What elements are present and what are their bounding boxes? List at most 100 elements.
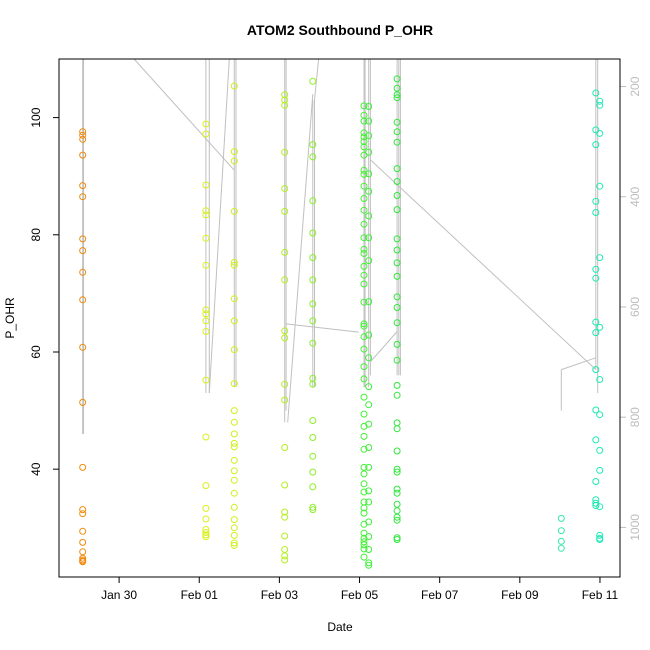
data-point (360, 393, 368, 401)
data-point (202, 261, 210, 269)
data-point (360, 375, 368, 383)
data-point (79, 131, 87, 139)
chart-title: ATOM2 Southbound P_OHR (247, 22, 433, 38)
data-point (202, 529, 210, 536)
data-point (79, 296, 87, 304)
data-point (360, 545, 368, 553)
data-point (230, 258, 238, 266)
track-line (314, 58, 320, 101)
data-point (309, 506, 317, 514)
data-point (309, 300, 317, 308)
data-point (281, 444, 289, 451)
x-tick-label: Feb 11 (582, 588, 619, 602)
data-point (360, 480, 368, 488)
data-point (592, 502, 600, 509)
track-line (133, 58, 235, 171)
data-point (592, 366, 600, 374)
x-axis: Jan 30 Feb 01 Feb 03 Feb 05 Feb 07 Feb 09 Feb … (101, 577, 619, 602)
data-point (79, 182, 87, 190)
data-point (309, 276, 317, 284)
data-point (393, 91, 401, 99)
data-point (202, 433, 210, 441)
data-point (360, 345, 368, 353)
data-point (360, 206, 368, 214)
data-point (596, 129, 604, 137)
data-point (309, 317, 317, 325)
y-tick-label: 60 (29, 345, 43, 359)
track-lines (82, 58, 599, 434)
data-point (79, 538, 87, 546)
data-point (360, 432, 368, 440)
data-point (202, 482, 210, 490)
data-point (230, 346, 238, 354)
data-point (365, 298, 373, 306)
data-point (202, 328, 210, 335)
data-point (230, 476, 238, 484)
data-point (360, 553, 368, 561)
data-point (79, 193, 87, 201)
data-point (393, 206, 401, 214)
data-point (393, 319, 401, 327)
x-tick-label: Feb 01 (181, 588, 219, 602)
data-point (281, 380, 289, 388)
data-point (281, 327, 289, 335)
data-point (202, 181, 210, 189)
data-point (365, 518, 373, 526)
data-point (557, 537, 565, 545)
data-point (360, 488, 368, 496)
data-point (596, 411, 604, 419)
data-point (202, 207, 210, 215)
data-point (230, 430, 238, 438)
data-point (230, 207, 238, 215)
data-point (281, 185, 289, 192)
data-point (596, 466, 604, 474)
data-point (557, 527, 565, 535)
data-point (365, 132, 373, 140)
data-point (393, 356, 401, 364)
data-point (365, 383, 373, 391)
data-point (592, 209, 600, 216)
data-point (230, 157, 238, 165)
data-point (365, 257, 373, 265)
y-axis-left: 40 60 80 100 (29, 107, 59, 476)
data-point (596, 323, 604, 331)
data-point (79, 463, 87, 471)
data-point (393, 94, 401, 102)
data-point (393, 425, 401, 433)
data-point (230, 531, 238, 539)
data-point (309, 77, 317, 85)
y-axis-label: P_OHR (3, 297, 17, 339)
plot-frame (58, 58, 621, 578)
data-point (360, 182, 368, 190)
data-point (592, 406, 600, 414)
data-point (309, 380, 317, 388)
data-point (360, 529, 368, 537)
data-point (393, 165, 401, 173)
data-point (79, 268, 87, 276)
data-point (79, 235, 87, 243)
data-point (309, 197, 317, 205)
data-point (230, 148, 238, 156)
data-point (309, 141, 317, 149)
data-point (202, 306, 210, 314)
data-point (309, 468, 317, 476)
track-line (208, 58, 230, 394)
data-point (281, 96, 289, 104)
data-point (393, 391, 401, 399)
data-point (393, 489, 401, 497)
data-point (230, 541, 238, 549)
data-point (230, 418, 238, 426)
track-line (561, 357, 596, 371)
data-point (360, 445, 368, 453)
data-point (393, 293, 401, 301)
data-point (360, 470, 368, 478)
data-point (393, 485, 401, 493)
data-point (596, 182, 604, 190)
data-point (309, 254, 317, 262)
x-tick-label: Feb 09 (501, 588, 539, 602)
data-point (365, 559, 373, 567)
data-point (365, 463, 373, 471)
data-point (393, 447, 401, 455)
data-point (202, 533, 210, 541)
data-point (592, 89, 600, 97)
